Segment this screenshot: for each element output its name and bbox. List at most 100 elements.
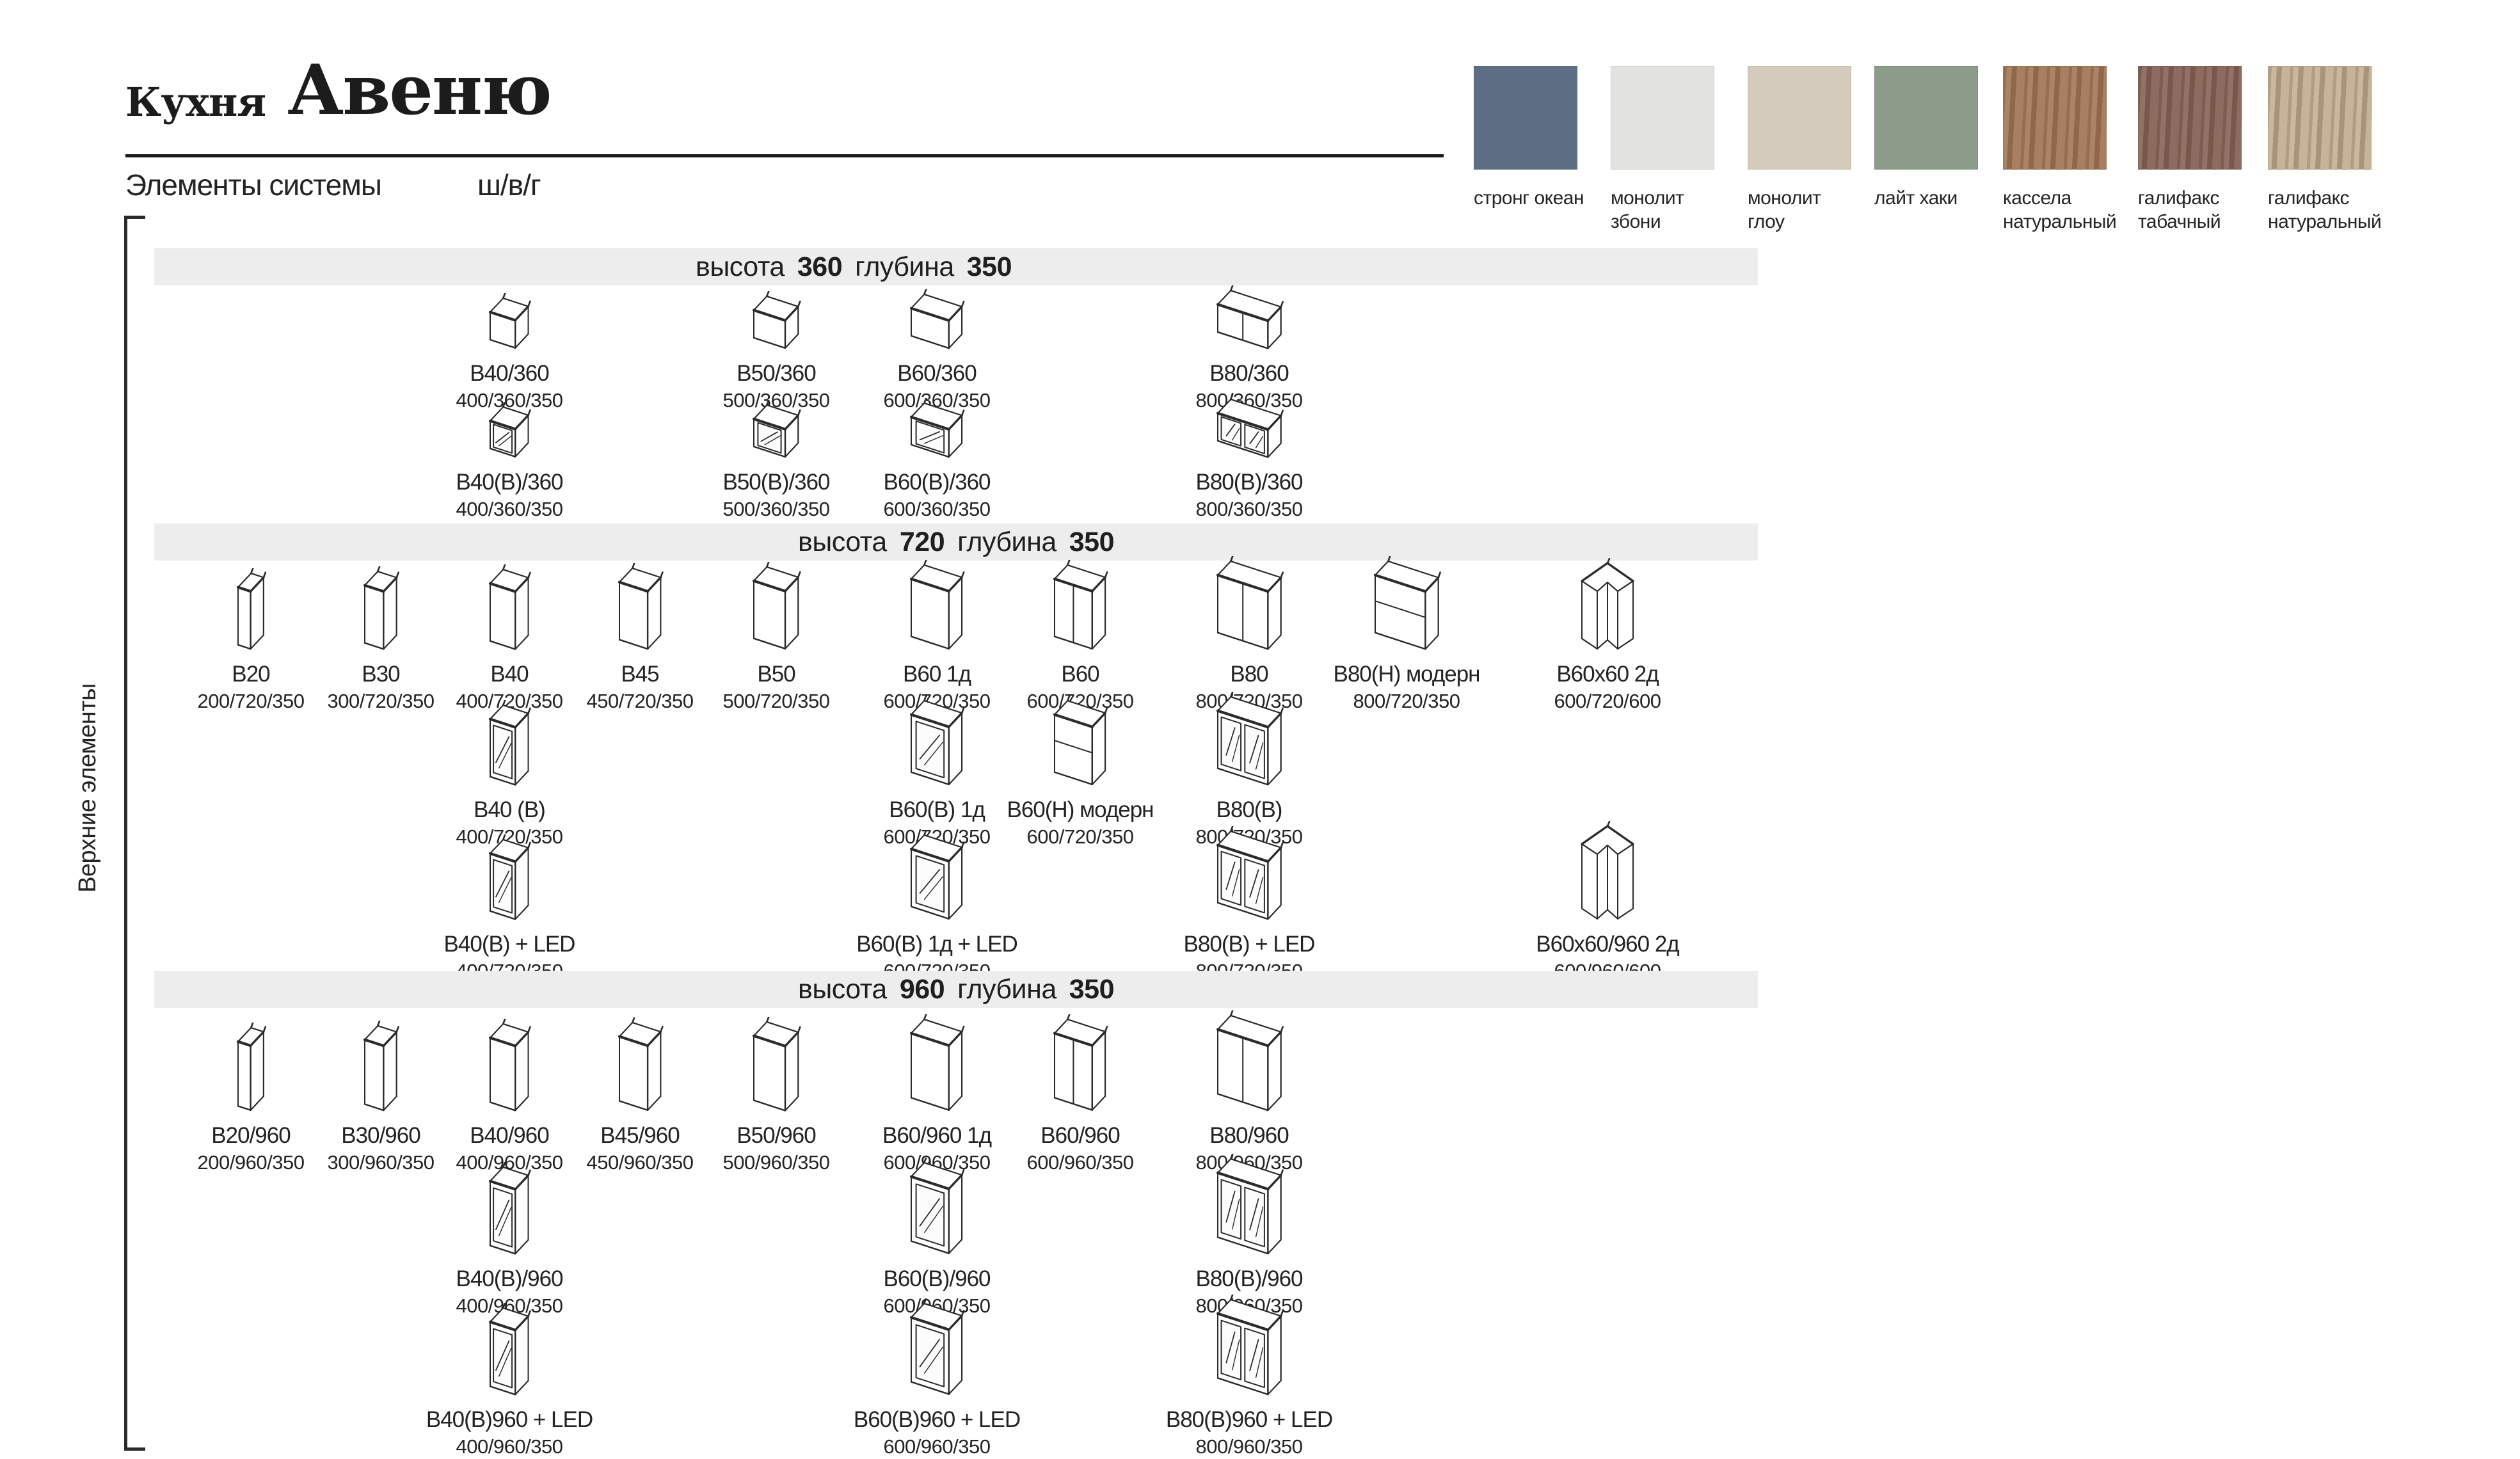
cabinet-item: В40/360 400/360/350 (404, 289, 615, 412)
cabinet-dims: 500/720/350 (722, 690, 830, 712)
cabinet-item: В60(В)/360 600/360/350 (831, 397, 1042, 521)
cabinet-name: В80(В)960 + LED (1165, 1407, 1333, 1432)
section-dim-label: глубина (957, 526, 1057, 557)
cabinet-item: В80(В)800/720/350 (1144, 691, 1355, 849)
cabinet-name: В20/960 (211, 1123, 291, 1148)
cabinet-name: В50/360 (737, 361, 816, 386)
finish-swatch: монолит збони (1611, 66, 1723, 234)
cabinet-item: В40(В)960 + LED 400/960/350 (404, 1302, 615, 1458)
section-dim-value: 960 (899, 973, 945, 1005)
section-dim-label: высота (696, 251, 785, 282)
wall-cabinet-iso-icon (275, 564, 486, 654)
subtitle-row: Элементы системы ш/в/г (125, 168, 541, 202)
cabinet-name: В80(В) + LED (1183, 932, 1316, 957)
wall-cabinet-two-glass-led-iso-icon (1144, 825, 1355, 924)
cabinet-item: В40 (В) 400/720/350 (404, 699, 615, 849)
cabinet-item: В40(В)/960 400/960/350 (404, 1161, 615, 1318)
wall-cabinet-iso-icon (831, 1014, 1042, 1115)
cabinet-name: В50(В)/360 (722, 470, 830, 495)
cabinet-dims: 600/960/350 (883, 1435, 991, 1458)
cabinet-name: В60 1д (903, 662, 971, 687)
finish-label: галифакс натуральный (2268, 187, 2382, 232)
wall-cabinet-glass-iso-icon (831, 696, 1042, 790)
wall-cabinet-iso-icon (145, 564, 356, 654)
finish-color-sample (2268, 66, 2372, 170)
subtitle: Элементы системы (125, 168, 382, 202)
cabinet-dims: 450/720/350 (586, 690, 694, 712)
section-header-band: высота 360 глубина 350 (154, 248, 1758, 285)
cabinet-dims: 500/360/350 (722, 498, 830, 520)
cabinet-item: В30 300/720/350 (275, 564, 486, 713)
wall-cabinet-two-door-iso-icon (975, 1014, 1186, 1115)
group-side-label: Верхние элементы (74, 683, 101, 893)
cabinet-name: В60/360 (897, 361, 977, 386)
cabinet-item: В80(Н) модерн 800/720/350 (1301, 555, 1512, 713)
cabinet-name: В40 (В) (474, 797, 546, 822)
section-dim-label: высота (798, 973, 887, 1005)
section-dim-value: 350 (1069, 526, 1115, 557)
wall-cabinet-two-door-iso-icon (975, 560, 1186, 654)
cabinet-name: В80/960 (1209, 1123, 1289, 1148)
cabinet-name: В60(В)960 + LED (853, 1407, 1021, 1432)
finish-color-sample (2138, 66, 2242, 170)
section-dim-value: 350 (1069, 973, 1115, 1005)
dims-legend: ш/в/г (477, 168, 541, 202)
wall-cabinet-two-glass-iso-icon (1144, 691, 1355, 790)
cabinet-dims: 800/360/350 (1195, 498, 1303, 520)
section-dim-label: глубина (855, 251, 954, 282)
wall-cabinet-iso-icon (534, 1014, 746, 1115)
cabinet-name: В60(В) 1д (889, 797, 985, 822)
wall-cabinet-glass-iso-icon (404, 1161, 615, 1259)
page-title: Авеню (287, 50, 552, 131)
finish-label: монолит глоу (1748, 187, 1821, 232)
cabinet-name: В40/360 (470, 361, 549, 386)
wall-cabinet-iso-icon (671, 562, 882, 654)
cabinet-item: В80(В)/360 800/360/350 (1144, 394, 1355, 521)
cabinet-dims: 400/360/350 (456, 389, 563, 411)
wall-cabinet-iso-icon (145, 1014, 356, 1115)
cabinet-name: В20 (232, 662, 270, 687)
wall-cabinet-iso-icon (831, 560, 1042, 654)
wall-cabinet-glass-iso-icon (404, 699, 615, 790)
cabinet-name: В30 (362, 662, 400, 687)
wall-cabinet-iso-icon (404, 564, 615, 654)
cabinet-item: В60(Н) модерн 600/720/350 (975, 696, 1186, 849)
cabinet-item: В60/360 600/360/350 (831, 289, 1042, 412)
wall-cabinet-iso-icon (404, 289, 615, 353)
wall-cabinet-iso-icon (275, 1014, 486, 1115)
cabinet-item: В80(В)960 + LED 800/960/350 (1144, 1294, 1355, 1458)
corner-wall-cabinet-iso-icon (1502, 558, 1713, 654)
section-header-band: высота 960 глубина 350 (154, 971, 1758, 1008)
finish-swatch: лайт хаки (1874, 66, 1987, 210)
cabinet-name: В60(В) 1д + LED (856, 932, 1018, 957)
wall-cabinet-iso-icon (671, 1014, 882, 1115)
cabinet-item: В45/960 450/960/350 (534, 1014, 746, 1174)
corner-wall-cabinet-iso-icon (1502, 821, 1713, 924)
cabinet-name: В40/960 (470, 1123, 549, 1148)
cabinet-item: В40(В)/360 400/360/350 (404, 398, 615, 521)
cabinet-item: В80 800/720/350 (1144, 555, 1355, 713)
cabinet-name: В80(В)/960 (1195, 1266, 1303, 1291)
cabinet-dims: 600/960/350 (1026, 1151, 1134, 1174)
wall-cabinet-two-door-iso-icon (1144, 285, 1355, 353)
cabinet-name: В50 (757, 662, 795, 687)
cabinet-name: В40(В)960 + LED (426, 1407, 593, 1432)
cabinet-dims: 200/960/350 (197, 1151, 305, 1174)
cabinet-dims: 800/960/350 (1195, 1435, 1303, 1458)
cabinet-name: В80(В)/360 (1195, 470, 1303, 495)
cabinet-name: В60/960 1д (882, 1123, 992, 1148)
cabinet-item: В45 450/720/350 (534, 562, 746, 713)
cabinet-name: В60х60 2д (1556, 662, 1659, 687)
cabinet-item: В20 200/720/350 (145, 564, 356, 713)
finish-color-sample (2003, 66, 2107, 170)
cabinet-name: В80(Н) модерн (1333, 662, 1480, 687)
cabinet-item: В50(В)/360 500/360/350 (671, 398, 882, 521)
kitchen-label: Кухня (125, 79, 266, 126)
wall-cabinet-glass-iso-icon (671, 398, 882, 462)
finish-color-sample (1611, 66, 1714, 170)
cabinet-dims: 200/720/350 (197, 690, 305, 712)
cabinet-item: В60 600/720/350 (975, 560, 1186, 713)
finish-swatch: стронг океан (1474, 66, 1586, 210)
